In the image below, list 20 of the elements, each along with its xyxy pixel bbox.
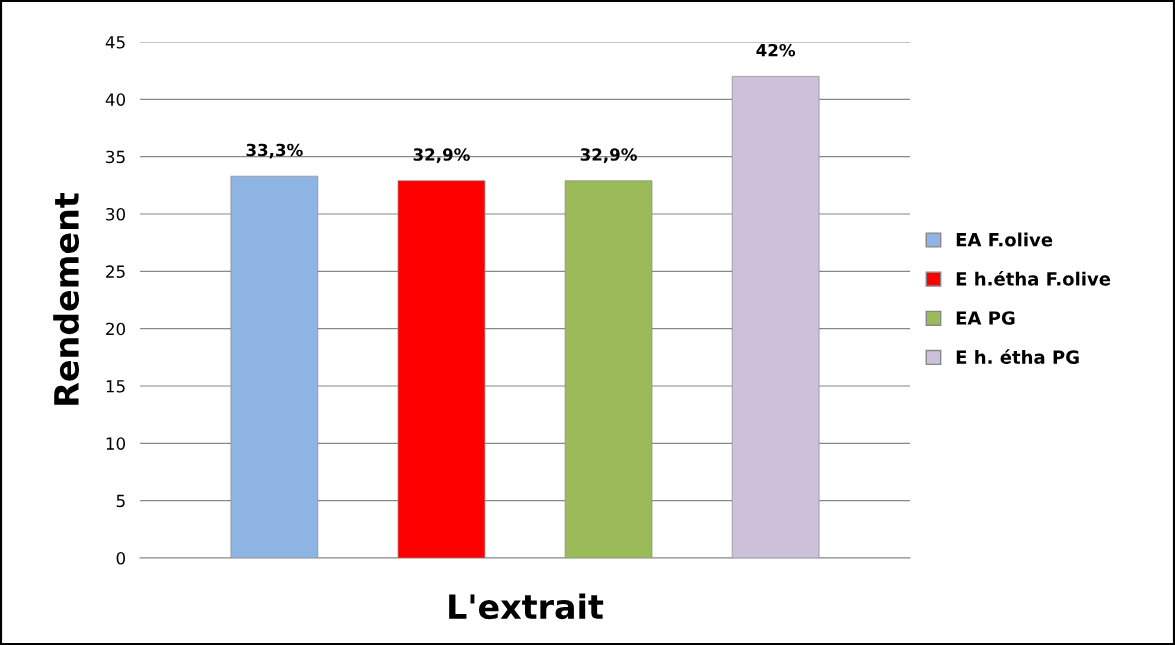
x-axis-title: L'extrait	[449, 593, 604, 620]
y-tick-label: 10	[106, 437, 125, 450]
y-tick-label: 20	[106, 322, 125, 336]
legend-label: E h.étha F.olive	[956, 270, 1111, 286]
legend-label: E h. étha PG	[956, 349, 1079, 364]
y-tick-label: 45	[105, 36, 125, 49]
y-tick-label: 5	[116, 494, 125, 508]
y-tick-label: 40	[105, 93, 125, 106]
data-label: 33,3%	[246, 143, 303, 159]
y-tick-label: 0	[116, 551, 125, 565]
y-tick-label: 30	[106, 207, 125, 221]
data-label: 32,9%	[413, 148, 470, 163]
legend-label: EA F.olive	[956, 232, 1053, 247]
y-tick-label: 35	[106, 150, 125, 164]
y-tick-label: 25	[106, 265, 125, 278]
y-axis-title: Rendement	[53, 193, 79, 405]
y-tick-label: 15	[106, 380, 125, 393]
data-label: 42%	[756, 43, 796, 57]
legend-label: EA PG	[956, 311, 1015, 325]
data-label: 32,9%	[580, 148, 637, 163]
